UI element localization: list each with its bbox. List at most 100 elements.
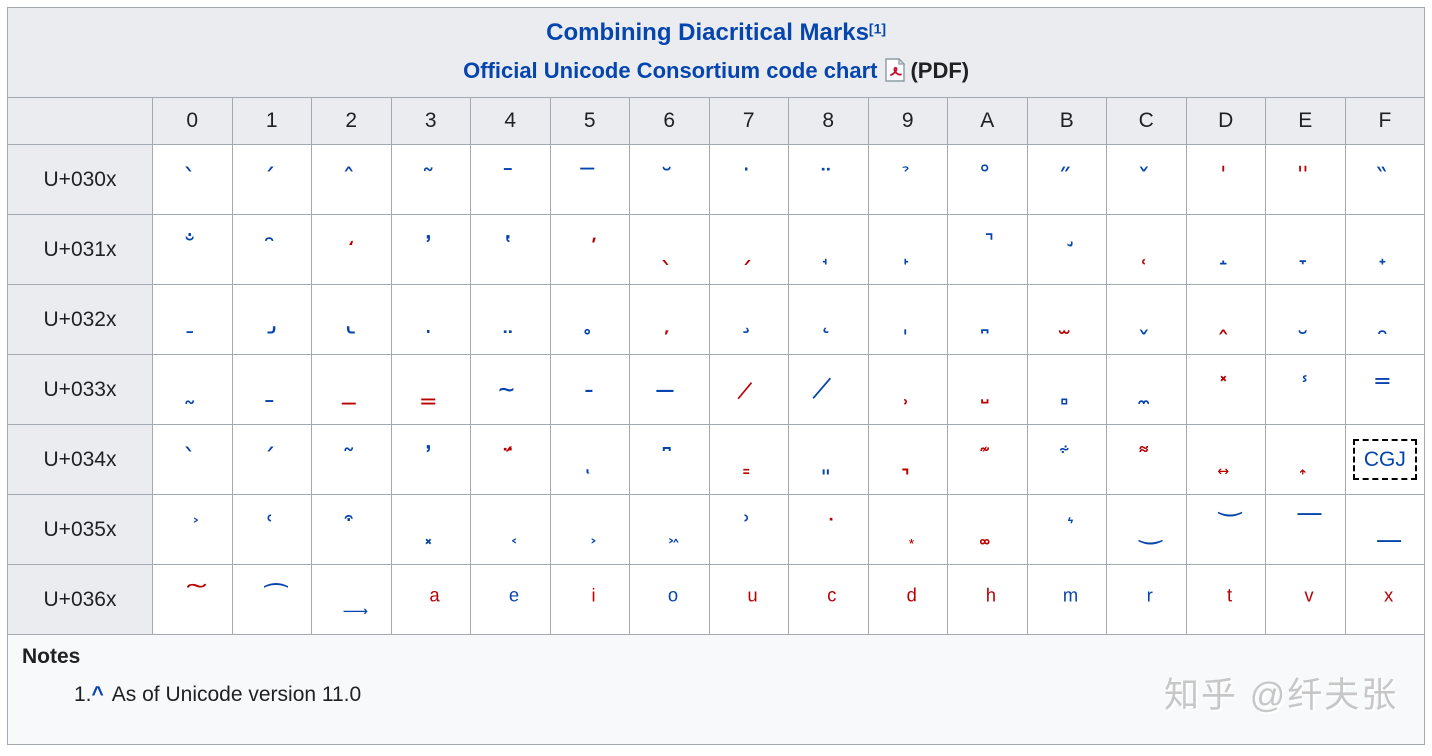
char-cell[interactable]: ͘	[788, 494, 869, 565]
char-cell[interactable]: ̩	[867, 284, 948, 355]
char-cell[interactable]: ̎	[1265, 144, 1346, 215]
char-cell[interactable]: ͨ	[788, 564, 869, 635]
char-cell[interactable]: ̲	[311, 354, 392, 425]
char-cell[interactable]: ̚	[947, 214, 1028, 285]
char-cell[interactable]: ́	[231, 144, 312, 215]
char-cell[interactable]: ̃	[390, 144, 471, 215]
char-cell[interactable]: ̀	[152, 144, 233, 215]
char-cell[interactable]: CGJ	[1344, 424, 1426, 495]
char-cell[interactable]: ͕	[549, 494, 630, 565]
char-cell[interactable]: ͒	[311, 494, 392, 565]
char-cell[interactable]: ͝	[1185, 494, 1266, 565]
char-cell[interactable]: ̫	[1026, 284, 1107, 355]
char-cell[interactable]: ͖	[629, 494, 710, 565]
char-cell[interactable]: ̴	[470, 354, 551, 425]
char-cell[interactable]: ͙	[867, 494, 948, 565]
char-cell[interactable]: ͭ	[1185, 564, 1266, 635]
char-cell[interactable]: ̅	[549, 144, 630, 215]
char-cell[interactable]: ͑	[231, 494, 312, 565]
char-cell[interactable]: ͤ	[470, 564, 551, 635]
char-cell[interactable]: ̨	[788, 284, 869, 355]
char-cell[interactable]: ̿	[1344, 354, 1426, 425]
char-cell[interactable]: ̸	[788, 354, 869, 425]
char-cell[interactable]: ͂	[311, 424, 392, 495]
char-cell[interactable]: ͇	[708, 424, 789, 495]
char-cell[interactable]: ̾	[1265, 354, 1346, 425]
char-cell[interactable]: ̑	[231, 214, 312, 285]
char-cell[interactable]: ͦ	[629, 564, 710, 635]
char-cell[interactable]: ̬	[1106, 284, 1187, 355]
char-cell[interactable]: ̕	[549, 214, 630, 285]
char-cell[interactable]: ́	[231, 424, 312, 495]
char-cell[interactable]: ͚	[947, 494, 1028, 565]
char-cell[interactable]: ̠	[152, 284, 233, 355]
char-cell[interactable]: ͟	[1344, 494, 1426, 565]
char-cell[interactable]: ͜	[1106, 494, 1187, 565]
char-cell[interactable]: ͅ	[549, 424, 630, 495]
char-cell[interactable]: ̢	[311, 284, 392, 355]
char-cell[interactable]: ̳	[390, 354, 471, 425]
char-cell[interactable]: ̷	[708, 354, 789, 425]
char-cell[interactable]: ͐	[152, 494, 233, 565]
char-cell[interactable]: ͥ	[549, 564, 630, 635]
title-footnote-ref[interactable]: [1]	[868, 20, 887, 37]
char-cell[interactable]: ̓	[390, 214, 471, 285]
char-cell[interactable]: ̼	[1106, 354, 1187, 425]
char-cell[interactable]: ͎	[1265, 424, 1346, 495]
char-cell[interactable]: ̌	[1106, 144, 1187, 215]
char-cell[interactable]: ͋	[1026, 424, 1107, 495]
char-cell[interactable]: ̯	[1344, 284, 1426, 355]
char-cell[interactable]: ͠	[152, 564, 233, 635]
char-cell[interactable]: ̔	[470, 214, 551, 285]
char-cell[interactable]: ͮ	[1265, 564, 1346, 635]
char-cell[interactable]: ͧ	[708, 564, 789, 635]
char-cell[interactable]: ̹	[867, 354, 948, 425]
char-cell[interactable]: ̤	[470, 284, 551, 355]
char-cell[interactable]: ̮	[1265, 284, 1346, 355]
char-cell[interactable]: ͓	[390, 494, 471, 565]
char-cell[interactable]: ̰	[152, 354, 233, 425]
char-cell[interactable]: ̊	[947, 144, 1028, 215]
char-cell[interactable]: ̶	[629, 354, 710, 425]
char-cell[interactable]: ͩ	[867, 564, 948, 635]
char-cell[interactable]: ̭	[1185, 284, 1266, 355]
official-code-chart-link[interactable]: Official Unicode Consortium code chart	[463, 58, 878, 83]
char-cell[interactable]: ̜	[1106, 214, 1187, 285]
char-cell[interactable]: ͡	[231, 564, 312, 635]
char-cell[interactable]: ͍	[1185, 424, 1266, 495]
char-cell[interactable]: ̞	[1265, 214, 1346, 285]
char-cell[interactable]: ͉	[867, 424, 948, 495]
char-cell[interactable]: ̀	[152, 424, 233, 495]
char-cell[interactable]: ̛	[1026, 214, 1107, 285]
char-cell[interactable]: ̙	[867, 214, 948, 285]
char-cell[interactable]: ̖	[629, 214, 710, 285]
note-backlink[interactable]: ^	[91, 683, 104, 706]
chart-title-link[interactable]: Combining Diacritical Marks	[546, 19, 869, 46]
char-cell[interactable]: ͫ	[1026, 564, 1107, 635]
char-cell[interactable]: ̒	[311, 214, 392, 285]
char-cell[interactable]: ͣ	[390, 564, 471, 635]
char-cell[interactable]: ̇	[708, 144, 789, 215]
char-cell[interactable]: ͗	[708, 494, 789, 565]
char-cell[interactable]: ̂	[311, 144, 392, 215]
char-cell[interactable]: ͔	[470, 494, 551, 565]
char-cell[interactable]: ̓	[390, 424, 471, 495]
char-cell[interactable]: ̪	[947, 284, 1028, 355]
char-cell[interactable]: ̋	[1026, 144, 1107, 215]
char-cell[interactable]: ̝	[1185, 214, 1266, 285]
char-cell[interactable]: ̆	[629, 144, 710, 215]
char-cell[interactable]: ͌	[1106, 424, 1187, 495]
char-cell[interactable]: ̺	[947, 354, 1028, 425]
char-cell[interactable]: ̉	[867, 144, 948, 215]
char-cell[interactable]: ̈́	[470, 424, 551, 495]
char-cell[interactable]: ̘	[788, 214, 869, 285]
char-cell[interactable]: ̟	[1344, 214, 1426, 285]
char-cell[interactable]: ̈	[788, 144, 869, 215]
char-cell[interactable]: ̗	[708, 214, 789, 285]
char-cell[interactable]: ͆	[629, 424, 710, 495]
char-cell[interactable]: ͊	[947, 424, 1028, 495]
char-cell[interactable]: ̥	[549, 284, 630, 355]
char-cell[interactable]: ͬ	[1106, 564, 1187, 635]
char-cell[interactable]: ̧	[708, 284, 789, 355]
char-cell[interactable]: ͞	[1265, 494, 1346, 565]
